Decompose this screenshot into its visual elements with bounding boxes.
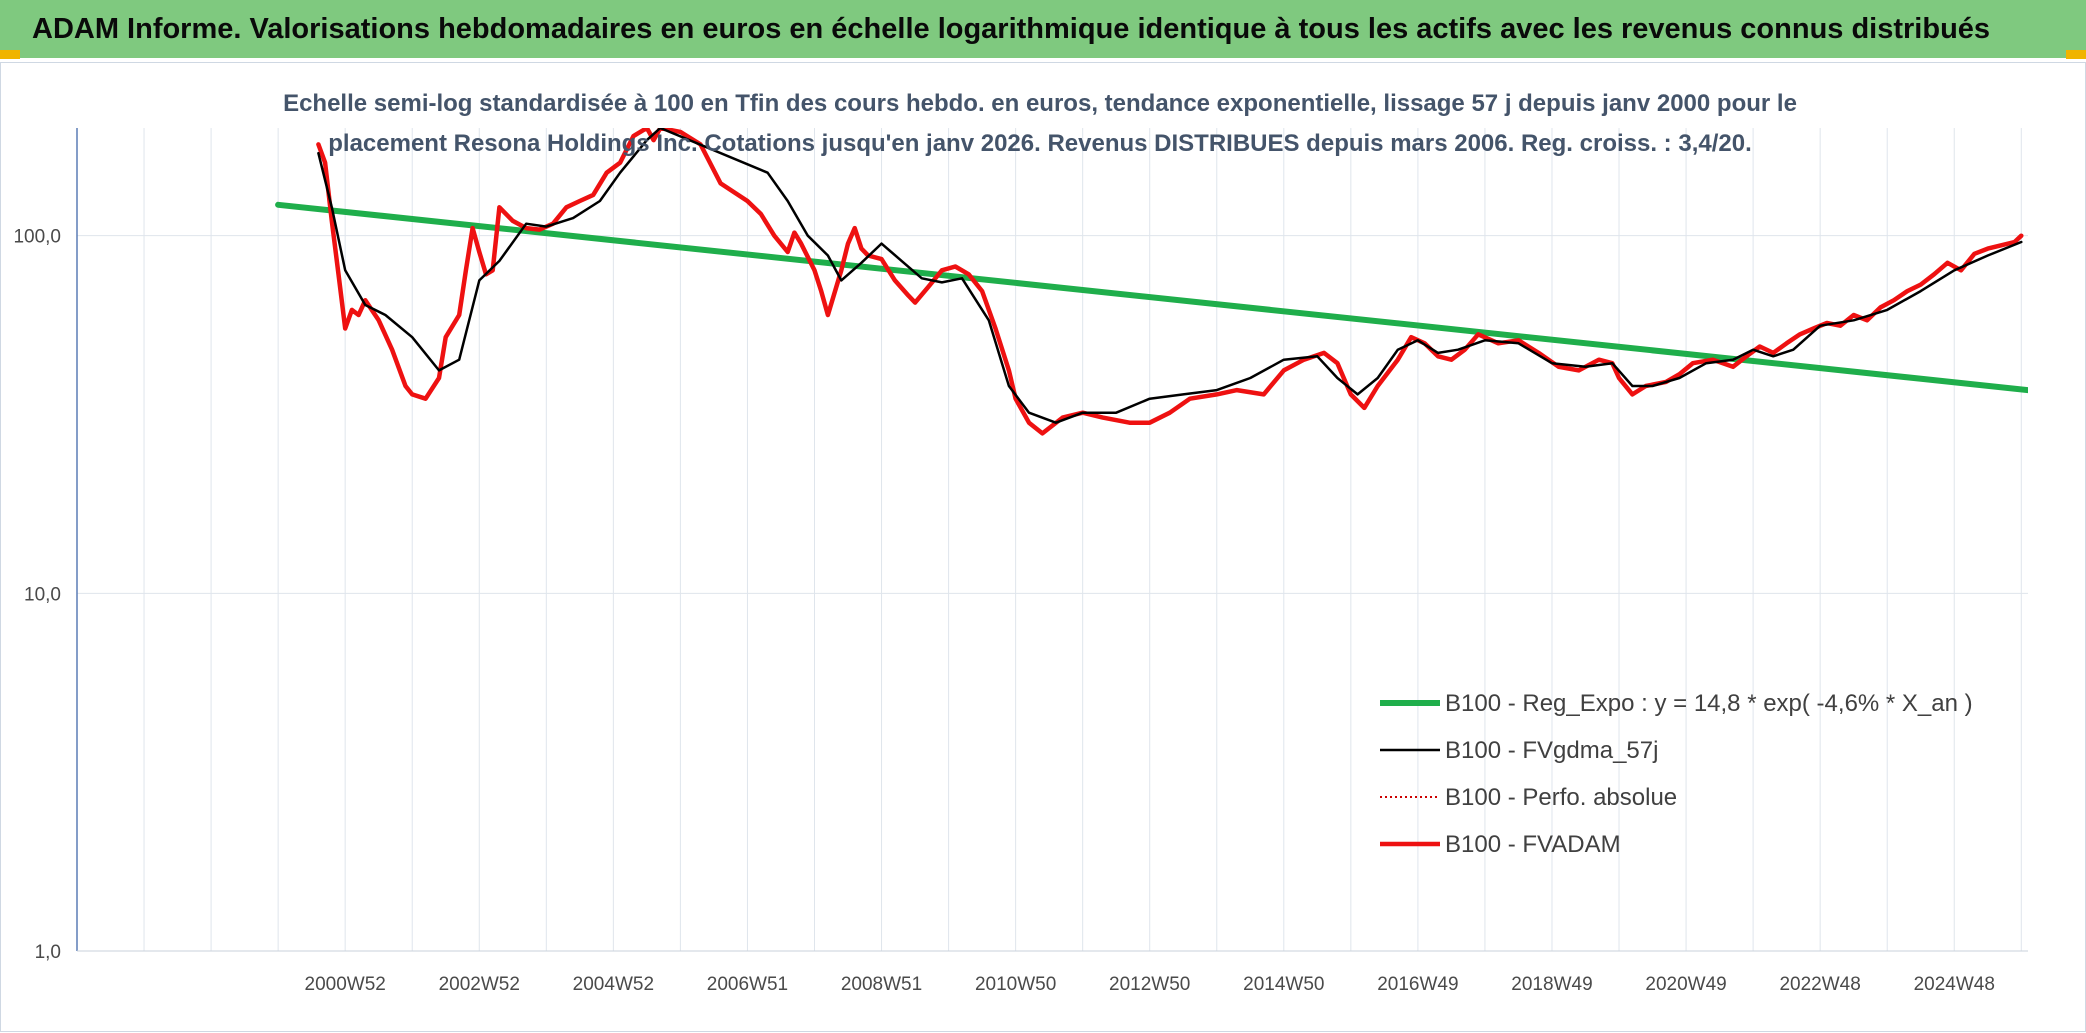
legend-label-fvgdma: B100 - FVgdma_57j <box>1445 737 1658 764</box>
x-tick-label: 2010W50 <box>975 974 1056 995</box>
x-tick-label: 2002W52 <box>439 974 520 995</box>
x-tick-label: 2008W51 <box>841 974 922 995</box>
x-tick-label: 2012W50 <box>1109 974 1190 995</box>
series-line-fvadam <box>316 128 2024 436</box>
report-title: ADAM Informe. Valorisations hebdomadaire… <box>32 13 1991 45</box>
series-line-fvgdma <box>317 128 2023 424</box>
x-tick-label: 2020W49 <box>1645 974 1726 995</box>
x-tick-label: 2006W51 <box>707 974 788 995</box>
chart-frame-left <box>0 62 1 1032</box>
x-tick-label: 2004W52 <box>573 974 654 995</box>
x-tick-label: 2000W52 <box>305 974 386 995</box>
legend-label-perfo-absolue: B100 - Perfo. absolue <box>1445 784 1677 811</box>
chart-subtitle-line1: Echelle semi-log standardisée à 100 en T… <box>283 90 1797 117</box>
x-tick-label: 2014W50 <box>1243 974 1324 995</box>
x-tick-label: 2016W49 <box>1377 974 1458 995</box>
legend-label-reg-expo: B100 - Reg_Expo : y = 14,8 * exp( -4,6% … <box>1445 690 1973 717</box>
legend-label-fvadam: B100 - FVADAM <box>1445 831 1621 858</box>
banner-corner-right <box>2066 50 2086 59</box>
chart-frame-top <box>0 62 2086 63</box>
chart-subtitle-line2: placement Resona Holdings Inc. Cotations… <box>328 130 1752 157</box>
chart-subtitle: Echelle semi-log standardisée à 100 en T… <box>250 84 1830 164</box>
chart-frame-bottom <box>0 1031 2086 1032</box>
banner-corner-left <box>0 50 20 59</box>
report-banner: ADAM Informe. Valorisations hebdomadaire… <box>0 0 2086 58</box>
y-tick-label: 1,0 <box>35 942 61 963</box>
y-tick-label: 100,0 <box>13 227 61 248</box>
x-tick-label: 2024W48 <box>1914 974 1995 995</box>
y-tick-label: 10,0 <box>24 584 61 605</box>
x-tick-label: 2018W49 <box>1511 974 1592 995</box>
series-line-reg-expo <box>275 201 2028 394</box>
x-tick-label: 2022W48 <box>1779 974 1860 995</box>
